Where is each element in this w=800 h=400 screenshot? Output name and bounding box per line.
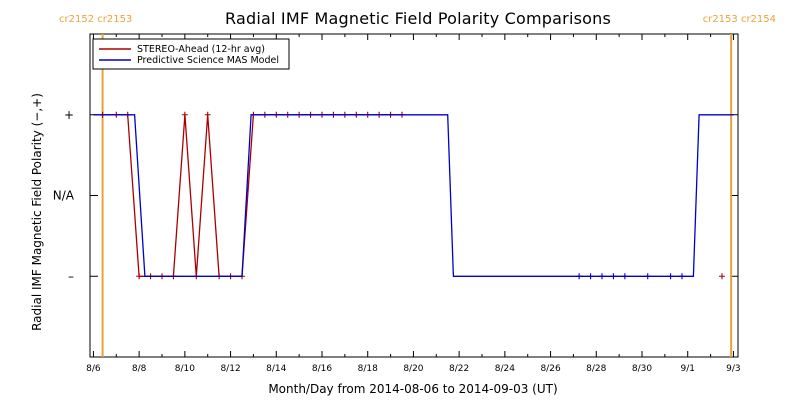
x-axis-label: Month/Day from 2014-08-06 to 2014-09-03 … [268, 382, 557, 396]
series-point-marker [621, 273, 628, 280]
x-tick-label: 8/16 [312, 364, 332, 374]
chart-title: Radial IMF Magnetic Field Polarity Compa… [225, 9, 611, 28]
series-point-marker [679, 273, 685, 280]
series-point-marker [136, 273, 143, 280]
x-tick-label: 8/26 [540, 364, 560, 374]
series-point-marker [610, 273, 617, 280]
series-point-marker [576, 273, 583, 280]
x-tick-label: 8/14 [266, 364, 286, 374]
series-point-marker [599, 273, 605, 280]
series-point-marker [204, 111, 211, 118]
x-tick-label: 9/1 [680, 364, 694, 374]
legend: STEREO-Ahead (12-hr avg)Predictive Scien… [92, 38, 290, 70]
plot-frame [89, 33, 739, 358]
x-tick-label: 8/12 [220, 364, 240, 374]
series-point-marker [644, 273, 651, 280]
x-tick-label: 9/3 [726, 364, 740, 374]
series-line [102, 114, 402, 277]
x-tick-label: 8/24 [495, 364, 515, 374]
legend-box [92, 38, 290, 70]
series-point-marker [719, 273, 725, 280]
series-line [93, 114, 734, 277]
x-tick-label: 8/28 [586, 364, 606, 374]
x-tick-label: 8/18 [358, 364, 378, 374]
legend-entry: Predictive Science MAS Model [137, 55, 279, 66]
legend-entry: STEREO-Ahead (12-hr avg) [137, 44, 265, 55]
series-point-marker [587, 273, 594, 280]
y-tick-label: – [68, 269, 74, 283]
x-tick-label: 8/8 [132, 364, 147, 374]
x-tick-label: 8/20 [403, 364, 423, 374]
series-point-marker [181, 111, 188, 118]
y-tick-label: + [64, 108, 74, 122]
plot-area: 8/6 8/8 8/10 8/12 8/14 8/16 8/18 8/20 8/22 8/24 8/… [53, 14, 776, 374]
carrington-label: cr2152 cr2153 [59, 14, 132, 25]
x-tick-label: 8/30 [632, 364, 652, 374]
x-tick-label: 8/6 [86, 364, 101, 374]
y-axis-label: Radial IMF Magnetic Field Polarity (−,+) [30, 93, 44, 331]
y-tick-label: N/A [53, 189, 75, 203]
carrington-label: cr2153 cr2154 [703, 14, 776, 25]
x-tick-label: 8/10 [175, 364, 195, 374]
x-tick-label: 8/22 [449, 364, 469, 374]
series-point-marker [667, 273, 674, 280]
